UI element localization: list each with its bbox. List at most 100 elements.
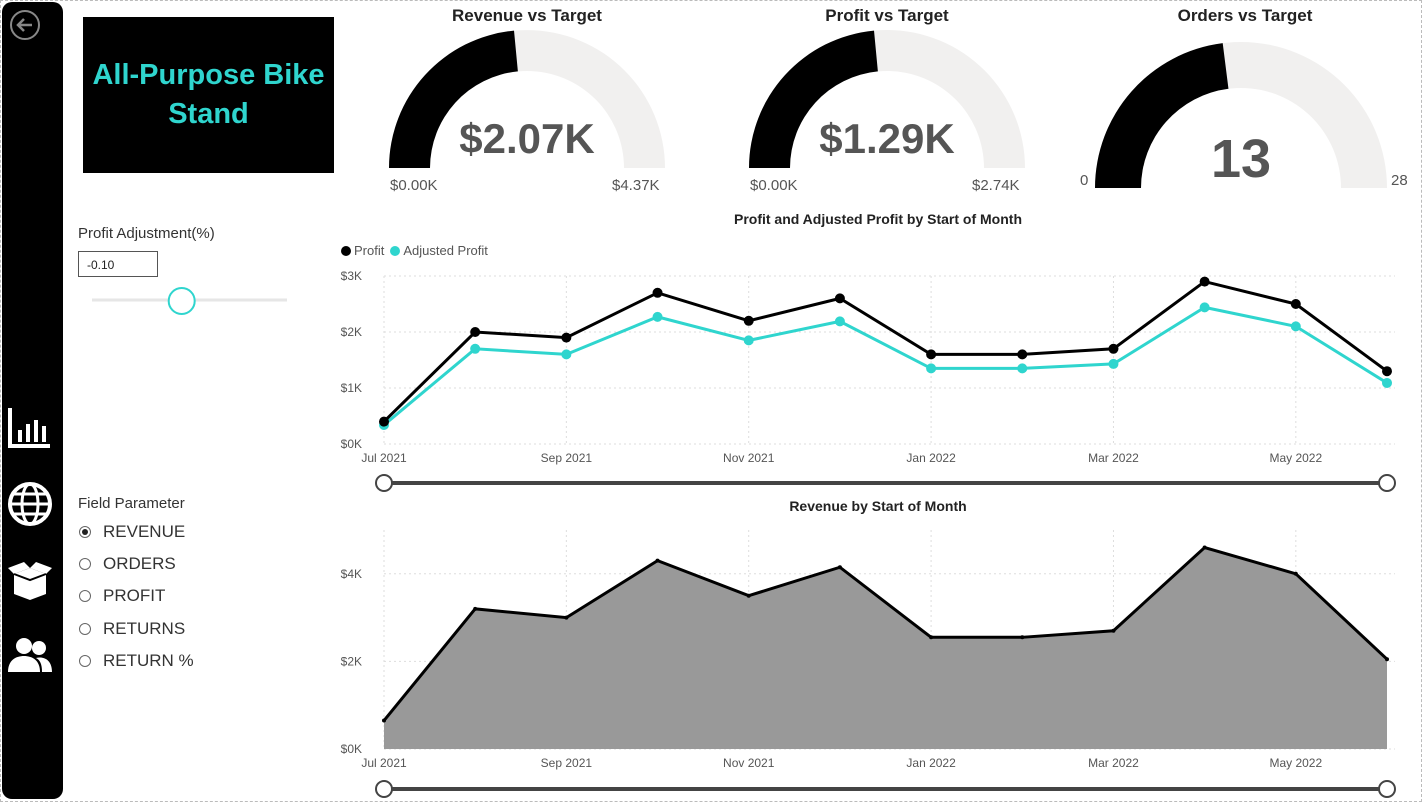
profit-chart-title: Profit and Adjusted Profit by Start of M… <box>733 211 1023 227</box>
revenue-gauge-max: $4.37K <box>612 177 660 194</box>
radio-icon[interactable] <box>79 558 91 570</box>
adjusted-profit-series-line <box>383 305 1388 427</box>
adjusted-profit-point[interactable] <box>1199 302 1210 313</box>
adjusted-profit-point[interactable] <box>1017 363 1028 374</box>
profit-point[interactable] <box>834 293 845 304</box>
profit-point[interactable] <box>561 332 572 343</box>
revenue-point[interactable] <box>1385 657 1389 662</box>
profit-point[interactable] <box>1017 349 1028 360</box>
y-tick-label: $2K <box>341 654 362 668</box>
orders-gauge-value: 13 <box>1210 129 1272 189</box>
revenue-point[interactable] <box>655 558 660 563</box>
field-option-label: REVENUE <box>103 522 186 541</box>
nav-sidebar <box>2 2 63 799</box>
back-icon[interactable] <box>8 8 42 42</box>
y-tick-label: $3K <box>341 269 362 283</box>
field-parameter-label: Field Parameter <box>78 495 185 512</box>
y-tick-label: $4K <box>341 567 362 581</box>
y-tick-label: $1K <box>341 381 362 395</box>
gauge-fill <box>389 30 518 168</box>
range-end-handle[interactable] <box>1378 780 1396 798</box>
profit-series-line <box>382 279 1388 423</box>
field-option-returns[interactable]: RETURNS <box>79 619 185 639</box>
revenue-gauge <box>389 30 665 168</box>
adjusted-profit-point[interactable] <box>1108 358 1119 369</box>
profit-point[interactable] <box>1290 299 1301 309</box>
range-end-handle[interactable] <box>1378 474 1396 492</box>
orders-gauge-max: 28 <box>1391 172 1408 189</box>
adjusted-profit-point[interactable] <box>1382 377 1392 388</box>
field-option-orders[interactable]: ORDERS <box>79 554 176 574</box>
revenue-area-fill <box>384 547 1387 749</box>
x-tick-label: Nov 2021 <box>723 756 775 770</box>
revenue-point[interactable] <box>746 593 751 598</box>
revenue-point[interactable] <box>929 635 934 640</box>
radio-icon[interactable] <box>79 655 91 667</box>
x-tick-label: Jan 2022 <box>906 756 956 770</box>
revenue-area-chart: $0K $2K $4K Jul 2021 Sep 2021 Nov 2021 Jan 202… <box>341 530 1396 798</box>
radio-icon[interactable] <box>79 623 91 635</box>
x-tick-label: Jul 2021 <box>361 756 407 770</box>
revenue-point[interactable] <box>1202 545 1207 550</box>
revenue-gauge-value: $2.07K <box>459 115 595 162</box>
bar-chart-icon[interactable] <box>6 404 54 452</box>
profit-point[interactable] <box>926 349 937 360</box>
adjusted-profit-point[interactable] <box>470 343 481 354</box>
profit-point[interactable] <box>743 315 754 326</box>
y-tick-label: $0K <box>341 437 362 451</box>
range-start-handle[interactable] <box>375 474 393 492</box>
adjusted-profit-point[interactable] <box>743 335 754 346</box>
product-title: All-Purpose Bike Stand <box>92 59 325 130</box>
y-tick-label: $2K <box>341 325 362 339</box>
revenue-point[interactable] <box>1293 571 1298 576</box>
revenue-point[interactable] <box>382 718 386 723</box>
orders-gauge-title: Orders vs Target <box>1177 6 1313 25</box>
profit-gauge-value: $1.29K <box>819 115 955 162</box>
profit-point[interactable] <box>1108 343 1119 354</box>
adjusted-profit-point[interactable] <box>1290 321 1301 332</box>
field-option-label: RETURN % <box>103 651 194 670</box>
revenue-point[interactable] <box>564 615 569 620</box>
users-icon[interactable] <box>6 630 54 678</box>
profit-legend-dot <box>341 245 351 256</box>
revenue-point[interactable] <box>1111 628 1116 633</box>
profit-point[interactable] <box>1382 366 1392 377</box>
revenue-gauge-title: Revenue vs Target <box>452 6 602 25</box>
adjusted-profit-point[interactable] <box>652 311 663 322</box>
globe-icon[interactable] <box>6 480 54 528</box>
field-option-revenue[interactable]: REVENUE <box>79 522 185 542</box>
profit-point[interactable] <box>1199 276 1210 287</box>
profit-adjustment-input[interactable]: -0.10 <box>78 251 158 277</box>
revenue-point[interactable] <box>837 565 842 570</box>
adjusted-profit-legend-label: Adjusted Profit <box>403 243 488 258</box>
adjusted-profit-point[interactable] <box>561 349 572 360</box>
x-tick-label: May 2022 <box>1269 451 1322 465</box>
profit-point[interactable] <box>652 287 663 298</box>
profit-point[interactable] <box>470 327 481 337</box>
profit-gauge-title: Profit vs Target <box>825 6 949 25</box>
field-option-profit[interactable]: PROFIT <box>79 586 165 606</box>
x-tick-label: Sep 2021 <box>541 756 593 770</box>
radio-selected-icon[interactable] <box>79 526 91 538</box>
profit-gauge-min: $0.00K <box>750 177 798 194</box>
y-tick-label: $0K <box>341 742 362 756</box>
product-title-card: All-Purpose Bike Stand <box>83 17 334 173</box>
adjusted-profit-point[interactable] <box>834 316 845 327</box>
field-option-label: ORDERS <box>103 554 176 573</box>
orders-gauge <box>1095 42 1387 189</box>
profit-chart-legend: Profit Adjusted Profit <box>341 243 488 258</box>
profit-gauge <box>749 30 1025 168</box>
revenue-gauge-min: $0.00K <box>390 177 438 194</box>
profit-adjustment-label: Profit Adjustment(%) <box>78 225 215 242</box>
revenue-point[interactable] <box>473 606 478 611</box>
revenue-point[interactable] <box>1020 635 1025 640</box>
profit-point[interactable] <box>379 416 389 427</box>
box-icon[interactable] <box>6 556 54 604</box>
field-option-return-pct[interactable]: RETURN % <box>79 651 194 671</box>
adjusted-profit-point[interactable] <box>926 363 937 374</box>
adjusted-profit-legend-dot <box>390 245 401 256</box>
radio-icon[interactable] <box>79 590 91 602</box>
range-start-handle[interactable] <box>375 780 393 798</box>
